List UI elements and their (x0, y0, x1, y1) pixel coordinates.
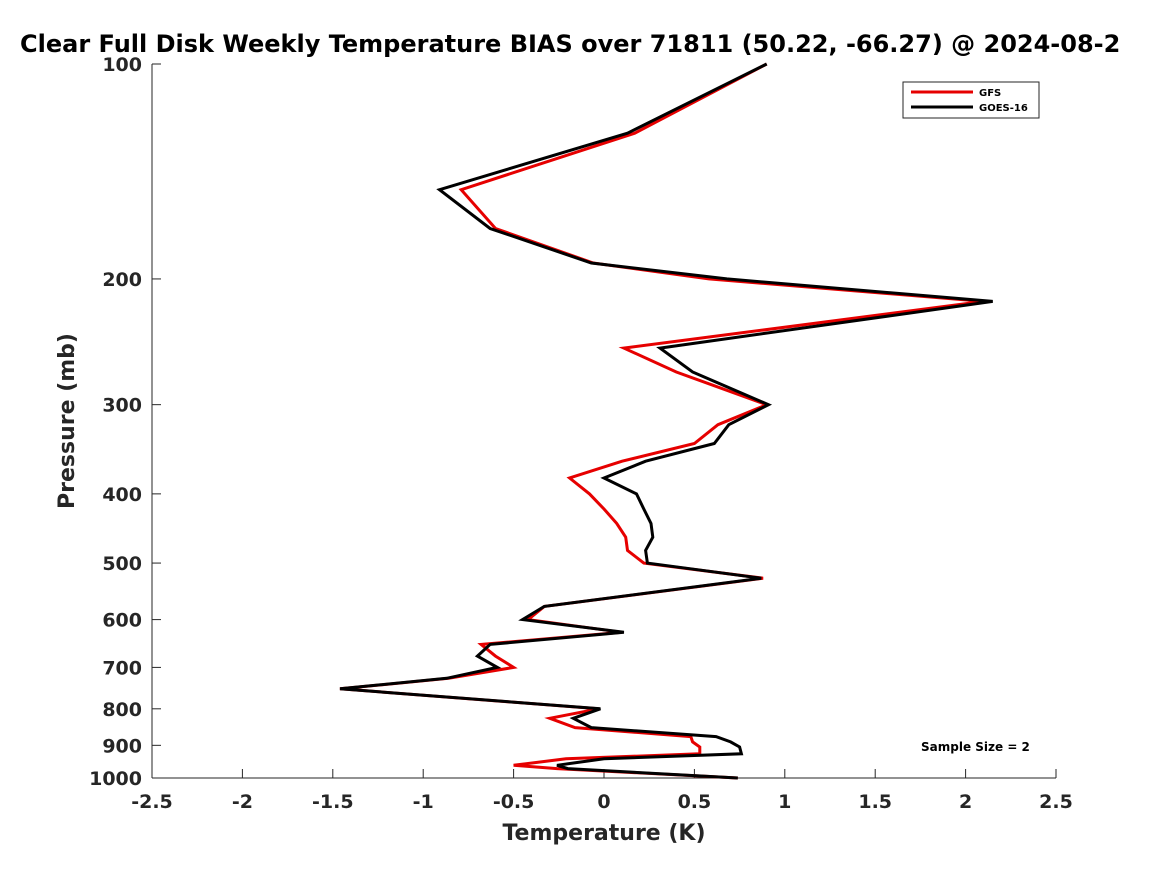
x-tick-label: -2 (232, 791, 253, 813)
y-tick-label: 800 (102, 699, 142, 721)
legend-label: GFS (979, 88, 1001, 99)
x-tick-label: 0 (597, 791, 610, 813)
sample-size-annotation: Sample Size = 2 (921, 740, 1030, 754)
x-tick-label: -2.5 (131, 791, 173, 813)
legend: GFS GOES-16 (902, 81, 1040, 119)
y-tick-label: 400 (102, 484, 142, 506)
x-tick-label: -1 (413, 791, 434, 813)
y-tick-label: 1000 (89, 768, 142, 790)
y-tick-label: 700 (102, 657, 142, 679)
x-axis-label: Temperature (K) (502, 821, 705, 846)
y-axis-label: Pressure (mb) (55, 333, 80, 509)
legend-label: GOES-16 (979, 103, 1028, 114)
x-tick-label: -1.5 (312, 791, 354, 813)
legend-box (902, 81, 1040, 119)
x-tick-label: 0.5 (678, 791, 712, 813)
chart-title: Clear Full Disk Weekly Temperature BIAS … (20, 30, 1120, 58)
y-tick-label: 900 (102, 735, 142, 757)
y-tick-label: 100 (102, 54, 142, 76)
series-line-goes-16 (339, 62, 993, 780)
plot-area: -2.5 -2 -1.5 -1 -0.5 0 0.5 1 1.5 2 2.5 100 200 300 400… (89, 54, 1073, 813)
x-tick-label: 2 (959, 791, 972, 813)
y-tick-label: 200 (102, 269, 142, 291)
x-tick-label: 2.5 (1039, 791, 1073, 813)
y-tick-label: 500 (102, 553, 142, 575)
y-tick-label: 600 (102, 610, 142, 632)
x-tick-label: -0.5 (493, 791, 535, 813)
x-tick-label: 1 (778, 791, 791, 813)
y-tick-label: 300 (102, 395, 142, 417)
x-tick-label: 1.5 (858, 791, 892, 813)
